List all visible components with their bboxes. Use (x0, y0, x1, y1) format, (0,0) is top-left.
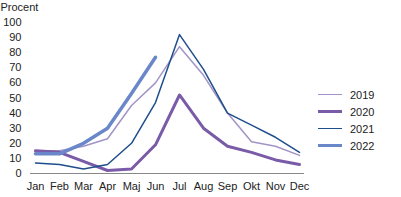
svg-text:70: 70 (9, 61, 21, 73)
svg-text:Sep: Sep (218, 180, 238, 192)
svg-text:Maj: Maj (123, 180, 141, 192)
svg-text:Procent: Procent (1, 1, 39, 13)
html-text:2022: 2022 (350, 139, 375, 152)
svg-text:Feb: Feb (50, 180, 69, 192)
svg-text:20: 20 (9, 137, 21, 149)
svg-text:Okt: Okt (243, 180, 260, 192)
svg-text:0: 0 (15, 167, 21, 179)
svg-text:50: 50 (9, 92, 21, 104)
svg-text:80: 80 (9, 46, 21, 58)
svg-text:Apr: Apr (99, 180, 116, 192)
svg-text:90: 90 (9, 31, 21, 43)
svg-text:Dec: Dec (290, 180, 310, 192)
svg-text:10: 10 (9, 152, 21, 164)
html-text:2019: 2019 (350, 88, 375, 101)
svg-text:Jan: Jan (27, 180, 45, 192)
svg-text:40: 40 (9, 107, 21, 119)
svg-text:30: 30 (9, 122, 21, 134)
html-text:2021: 2021 (350, 122, 375, 135)
svg-text:Aug: Aug (194, 180, 214, 192)
svg-text:Jun: Jun (147, 180, 165, 192)
html-text:2020: 2020 (350, 105, 375, 118)
svg-text:60: 60 (9, 76, 21, 88)
svg-text:100: 100 (3, 16, 21, 28)
svg-text:Jul: Jul (172, 180, 186, 192)
svg-text:Nov: Nov (266, 180, 286, 192)
svg-text:Mar: Mar (74, 180, 93, 192)
